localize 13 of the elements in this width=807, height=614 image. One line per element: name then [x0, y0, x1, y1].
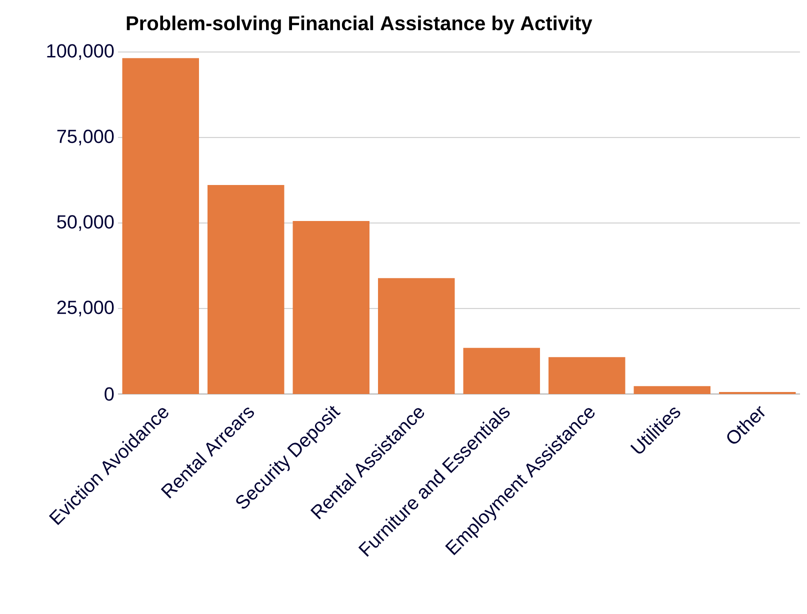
- bar: [548, 357, 626, 394]
- bar: [292, 220, 370, 394]
- bar: [463, 348, 540, 394]
- y-tick-label: 75,000: [57, 130, 114, 146]
- y-tick-label: 50,000: [57, 215, 114, 231]
- chart-title: Problem-solving Financial Assistance by Activity: [126, 16, 592, 34]
- bar: [634, 386, 710, 394]
- y-tick-label: 0: [104, 387, 114, 401]
- bar: [378, 278, 455, 394]
- bar: [208, 185, 284, 394]
- y-tick-label: 25,000: [57, 300, 114, 316]
- bar: [122, 58, 199, 394]
- y-tick-label: 100,000: [47, 44, 114, 60]
